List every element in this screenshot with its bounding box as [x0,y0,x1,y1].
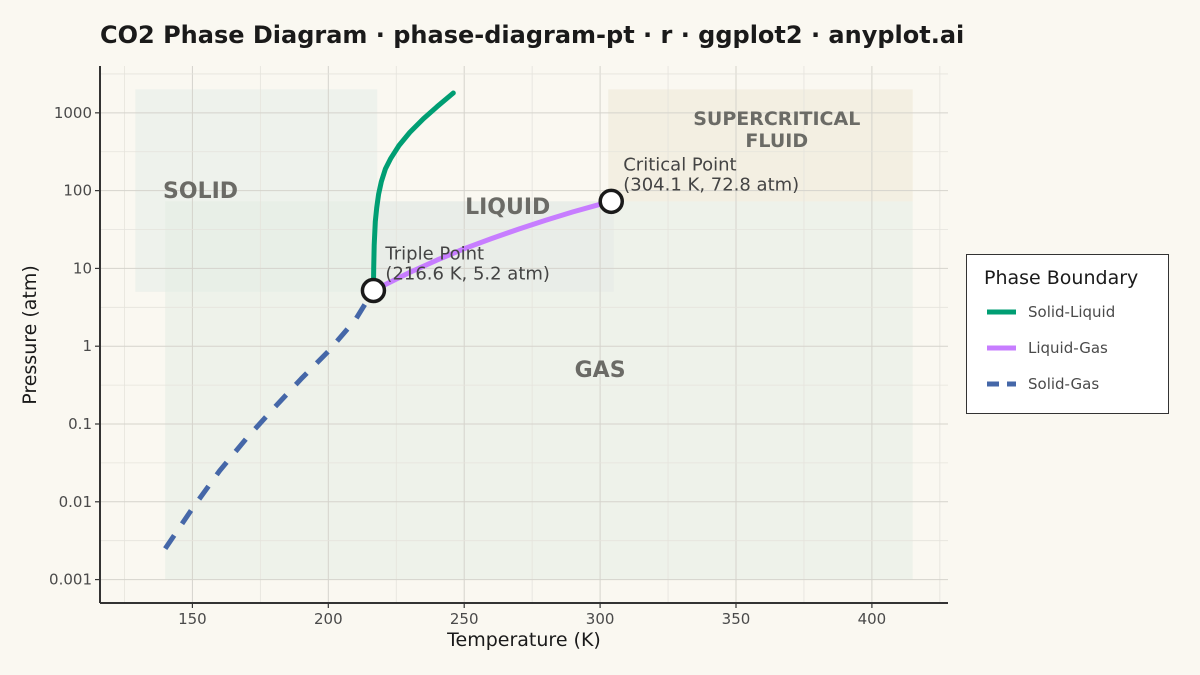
region-label-gas: GAS [575,358,626,383]
region-label-supercritical-fluid: SUPERCRITICAL FLUID [693,108,860,152]
phase-regions [135,89,913,580]
axes: 150 200 250 300 350 400 0.001 0.01 0.1 1 10 100 1000 [49,66,948,628]
critical-point-value: (304.1 K, 72.8 atm) [623,174,799,195]
y-tick-label: 0.1 [68,415,92,433]
x-axis-label: Temperature (K) [446,629,601,651]
legend-box [966,254,1169,414]
x-tick-label: 350 [722,610,751,628]
phase-region-labels: SOLID LIQUID GAS SUPERCRITICAL FLUID [163,108,860,383]
special-points: Triple Point(216.6 K, 5.2 atm) Critical P… [360,154,799,304]
x-tick-label: 300 [586,610,615,628]
triple-point-marker [360,277,387,304]
region-gas [165,201,913,580]
x-tick-label: 250 [450,610,479,628]
y-tick-label: 0.01 [59,493,92,511]
triple-point-value: (216.6 K, 5.2 atm) [385,264,550,285]
legend-title: Phase Boundary [984,267,1138,289]
series-line-liquid-gas [370,198,614,293]
y-tick-label: 1000 [54,104,92,122]
x-tick-label: 150 [178,610,207,628]
y-axis-label: Pressure (atm) [19,265,41,405]
legend-label-liquid-gas: Liquid-Gas [1028,339,1108,357]
x-tick-label: 200 [314,610,343,628]
region-label-liquid: LIQUID [465,195,550,220]
series-line-solid-liquid [370,90,456,293]
phase-boundary-curves [163,90,614,551]
triple-point-label: Triple Point [384,244,484,265]
legend-label-solid-liquid: Solid-Liquid [1028,303,1115,321]
series-line-solid-gas [163,289,376,551]
y-tick-label: 10 [73,259,92,277]
critical-point-label: Critical Point [623,154,736,175]
region-supercritical-fluid [608,89,913,202]
legend: Phase Boundary Solid-Liquid Liquid-Gas Soli… [966,254,1169,414]
y-tick-label: 0.001 [49,571,92,589]
y-tick-label: 100 [63,182,92,200]
x-tick-label: 400 [858,610,887,628]
critical-point-marker [598,188,624,215]
region-label-solid: SOLID [163,179,238,204]
chart-title: CO2 Phase Diagram · phase-diagram-pt · r… [100,21,964,49]
grid-lines [100,66,948,603]
y-tick-label: 1 [82,337,92,355]
legend-label-solid-gas: Solid-Gas [1028,375,1099,393]
